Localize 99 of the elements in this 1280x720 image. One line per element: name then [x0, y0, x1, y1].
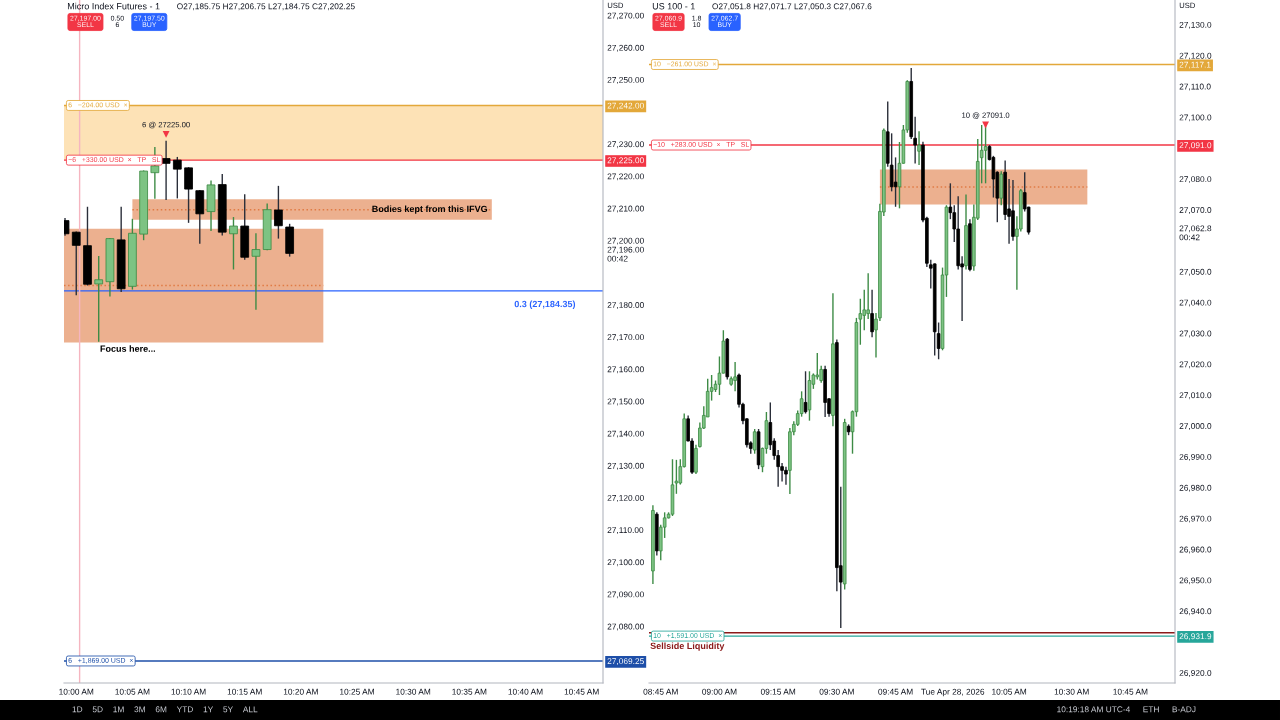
y-tick-label: 27,050.0: [1179, 268, 1212, 276]
text: ALL: [242, 706, 258, 713]
y-tick-label: 27,091.0: [1179, 142, 1212, 150]
x-tick-label: 10:15 AM: [227, 688, 262, 695]
x-tick-label: 10:10 AM: [171, 688, 206, 695]
candlestick: [172, 156, 182, 200]
x-tick-label: Tue Apr 28, 2026 10:05 AM: [921, 688, 1027, 697]
x-tick-label: 10:00 AM: [59, 688, 94, 695]
y-tick-label: 26,940.0: [1179, 608, 1212, 616]
annotation: Focus here...: [100, 345, 156, 352]
y-tick-label: 27,242.00: [607, 102, 644, 110]
y-tick-label: 27,170.00: [607, 334, 644, 342]
y-tick-label: 27,150.00: [607, 398, 644, 406]
y-tick-label: 27,110.00: [607, 527, 644, 535]
y-tick-label: 27,160.00: [607, 366, 644, 374]
y-tick-label: 27,140.00: [607, 430, 644, 438]
y-tick-label: 26,960.0: [1179, 546, 1212, 554]
x-tick-label: 10:20 AM: [283, 688, 318, 695]
x-tick-label: 09:30 AM: [819, 688, 854, 695]
x-tick-label: 10:30 AM: [1054, 688, 1089, 695]
y-tick-label: 27,100.00: [607, 559, 644, 567]
candlestick: [274, 185, 283, 240]
series-label: Bodies kept from this IFVG: [372, 205, 488, 214]
text: 1D: [72, 706, 83, 713]
y-tick-label: 27,196.00 00:42: [607, 246, 644, 262]
y-tick-label: 27,250.00: [607, 76, 644, 84]
y-tick-label: 27,100.0: [1179, 114, 1212, 122]
text: B-ADJ: [1172, 706, 1196, 713]
y-tick-label: 27,230.00: [607, 141, 644, 149]
y-tick-label: 27,210.00: [607, 205, 644, 213]
y-tick-label: 27,090.00: [607, 591, 644, 599]
x-tick-label: 10:45 AM: [564, 688, 599, 695]
candlestick: [870, 289, 874, 339]
candlestick: [251, 232, 261, 311]
y-tick-label: 27,120.0: [1179, 52, 1212, 60]
x-tick-label: 09:00 AM: [702, 688, 737, 695]
text: 1Y: [203, 706, 214, 713]
y-tick-label: 27,010.0: [1179, 392, 1212, 400]
text: 5D: [92, 706, 103, 713]
y-tick-label: 26,950.0: [1179, 577, 1212, 585]
x-tick-label: 10:40 AM: [508, 688, 543, 695]
y-tick-label: 27,260.00: [607, 44, 644, 52]
y-tick-label: 27,110.0: [1179, 83, 1211, 91]
y-tick-label: 27,030.0: [1179, 330, 1212, 338]
chart-title: US 100 - 1: [652, 3, 695, 10]
annotation: Sellside Liquidity: [650, 642, 725, 651]
x-tick-label: 09:45 AM: [878, 688, 913, 695]
y-tick-label: 27,000.0: [1179, 423, 1212, 430]
chart-subtitle: O27,051.8 H27,071.7 L27,050.3 C27,067.6: [712, 3, 872, 11]
x-tick-label: 10:35 AM: [452, 688, 487, 695]
y-tick-label: 27,220.00: [607, 173, 644, 181]
x-tick-label: 09:15 AM: [760, 688, 796, 695]
y-tick-label: 26,990.0: [1179, 453, 1212, 461]
text: 6M: [155, 706, 167, 713]
x-tick-label: 08:45 AM: [643, 688, 678, 695]
y-tick-label: 27,040.0: [1179, 299, 1212, 307]
y-tick-label: 27,130.00: [607, 462, 644, 470]
candlestick: [71, 230, 81, 296]
candlestick: [733, 361, 737, 393]
x-tick-label: 10:05 AM: [115, 688, 150, 695]
text: ETH: [1143, 706, 1159, 713]
y-tick-label: 26,980.0: [1179, 484, 1212, 492]
y-tick-label: 27,062.8 00:42: [1179, 225, 1212, 241]
y-tick-label: 27,117.1: [1179, 61, 1211, 69]
y-tick-label: 27,080.00: [607, 623, 644, 631]
annotation: 0.3 (27,184.35): [514, 300, 576, 309]
y-tick-label: 27,080.0: [1179, 176, 1212, 184]
y-tick-label: 26,920.0: [1179, 670, 1212, 677]
text: 5Y: [223, 706, 233, 713]
x-tick-label: 10:45 AM: [1113, 688, 1148, 695]
y-tick-label: 27,020.0: [1179, 361, 1212, 369]
text: 3M: [134, 706, 145, 713]
chart-subtitle: O27,185.75 H27,206.75 L27,184.75 C27,202.25: [177, 3, 355, 11]
x-tick-label: 10:25 AM: [340, 688, 374, 695]
y-tick-label: 27,069.25: [607, 658, 644, 666]
y-tick-label: 27,120.00: [607, 494, 644, 502]
candlestick: [161, 140, 171, 201]
text: YTD: [176, 706, 193, 713]
candlestick: [94, 255, 104, 343]
candlestick: [893, 156, 898, 208]
text: 1M: [113, 706, 124, 713]
candlestick: [866, 272, 870, 320]
y-tick-label: 27,070.0: [1179, 207, 1212, 214]
candlestick: [184, 166, 193, 224]
y-tick-label: 27,130.0: [1179, 21, 1212, 29]
candlestick: [917, 130, 921, 166]
y-tick-label: 26,970.0: [1179, 515, 1212, 523]
chart-title: Micro Index Futures - 1: [67, 2, 160, 10]
y-tick-label: 27,225.00: [607, 157, 644, 165]
y-tick-label: 26,931.9: [1179, 633, 1212, 641]
y-tick-label: 27,180.00: [607, 302, 644, 309]
y-tick-label: 27,270.00: [607, 12, 644, 20]
candlestick: [815, 352, 820, 381]
y-tick-label: 27,200.00: [607, 237, 644, 245]
candlestick: [195, 189, 205, 245]
candlestick: [784, 465, 788, 486]
text: 10:19:18 AM UTC-4: [1057, 706, 1131, 713]
x-tick-label: 10:30 AM: [396, 688, 431, 695]
candlestick: [229, 216, 238, 271]
